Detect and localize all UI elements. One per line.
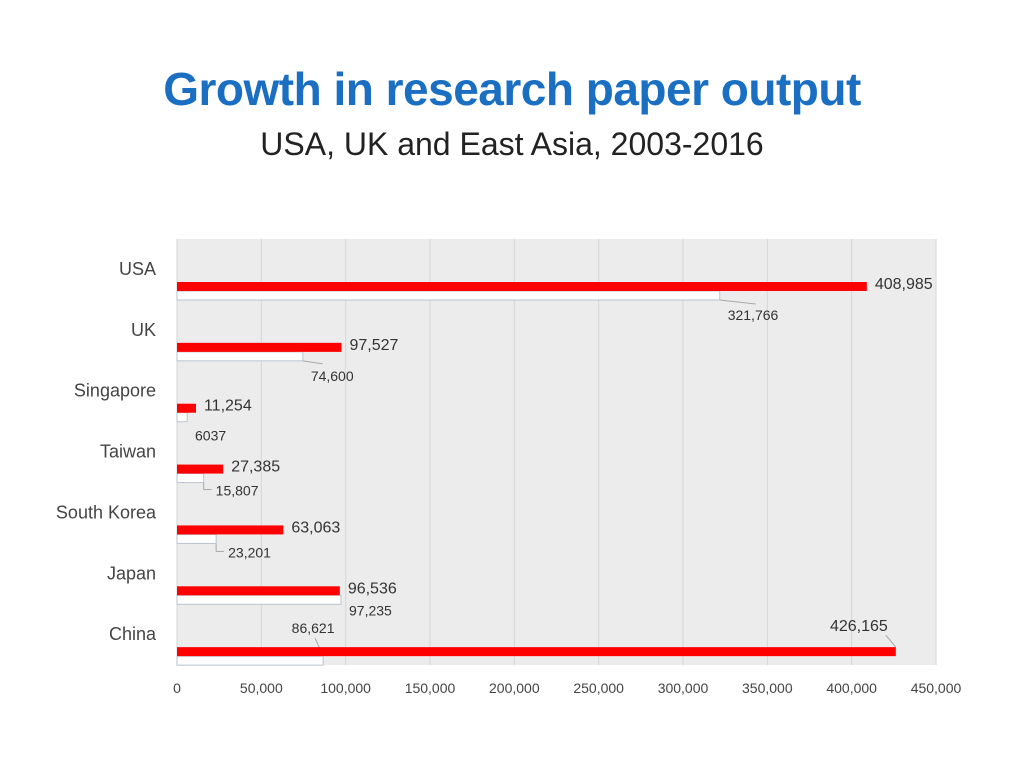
x-tick-label: 50,000 bbox=[240, 680, 283, 696]
bar-2016 bbox=[177, 282, 867, 291]
data-label-2016: 96,536 bbox=[348, 580, 397, 597]
data-label-2003: 15,807 bbox=[216, 483, 259, 499]
x-tick-label: 200,000 bbox=[489, 680, 540, 696]
bar-2016 bbox=[177, 525, 284, 535]
bar-2016 bbox=[177, 342, 342, 352]
category-label: Singapore bbox=[74, 381, 156, 401]
data-label-2016: 97,527 bbox=[349, 337, 398, 354]
x-tick-label: 100,000 bbox=[320, 680, 371, 696]
bar-2003 bbox=[176, 290, 721, 301]
chart-subtitle: USA, UK and East Asia, 2003-2016 bbox=[260, 126, 764, 162]
bar-2003 bbox=[176, 351, 304, 362]
category-label: China bbox=[109, 624, 157, 644]
data-label-2016: 426,165 bbox=[830, 618, 888, 635]
chart-title: Growth in research paper output bbox=[163, 63, 861, 115]
category-label: USA bbox=[119, 259, 156, 279]
category-label: Japan bbox=[107, 563, 156, 583]
data-label-2016: 11,254 bbox=[204, 398, 252, 415]
bar-2003 bbox=[176, 533, 217, 544]
data-label-2003: 6037 bbox=[195, 428, 226, 444]
axes: 0 50,000 100,000 150,000 200,000 250,000 300,0… bbox=[56, 259, 962, 696]
bar-2003 bbox=[176, 412, 188, 423]
leader-line bbox=[302, 360, 323, 365]
bar-2003 bbox=[176, 594, 342, 605]
bar-2016 bbox=[177, 464, 224, 474]
bar-2003 bbox=[176, 655, 324, 666]
data-label-2003: 321,766 bbox=[728, 307, 779, 323]
x-tick-label: 400,000 bbox=[826, 680, 877, 696]
data-labels: 408,985 321,766 97,527 74,600 11,254 6037 27,3… bbox=[195, 276, 933, 636]
leader-line bbox=[885, 634, 897, 648]
data-label-2003: 97,235 bbox=[349, 602, 392, 618]
category-label: Taiwan bbox=[100, 442, 156, 462]
bar-2003 bbox=[176, 473, 205, 484]
x-tick-label: 450,000 bbox=[911, 680, 962, 696]
data-label-2016: 63,063 bbox=[291, 519, 340, 536]
x-tick-label: 250,000 bbox=[573, 680, 624, 696]
category-label: South Korea bbox=[56, 502, 157, 522]
bar-2016 bbox=[177, 403, 196, 413]
bar-2016 bbox=[177, 586, 340, 596]
data-label-2003: 86,621 bbox=[292, 620, 335, 636]
data-label-2016: 408,985 bbox=[875, 276, 933, 293]
data-label-2016: 27,385 bbox=[231, 459, 280, 476]
data-label-2003: 23,201 bbox=[228, 544, 271, 560]
x-tick-label: 300,000 bbox=[658, 680, 709, 696]
data-label-2003: 74,600 bbox=[311, 368, 354, 384]
bar-2016 bbox=[177, 647, 896, 657]
x-tick-label: 350,000 bbox=[742, 680, 793, 696]
gridlines bbox=[176, 239, 937, 665]
category-label: UK bbox=[131, 320, 156, 340]
bars bbox=[176, 282, 896, 666]
x-tick-label: 0 bbox=[173, 680, 181, 696]
x-tick-label: 150,000 bbox=[405, 680, 456, 696]
leader-line bbox=[719, 299, 756, 305]
